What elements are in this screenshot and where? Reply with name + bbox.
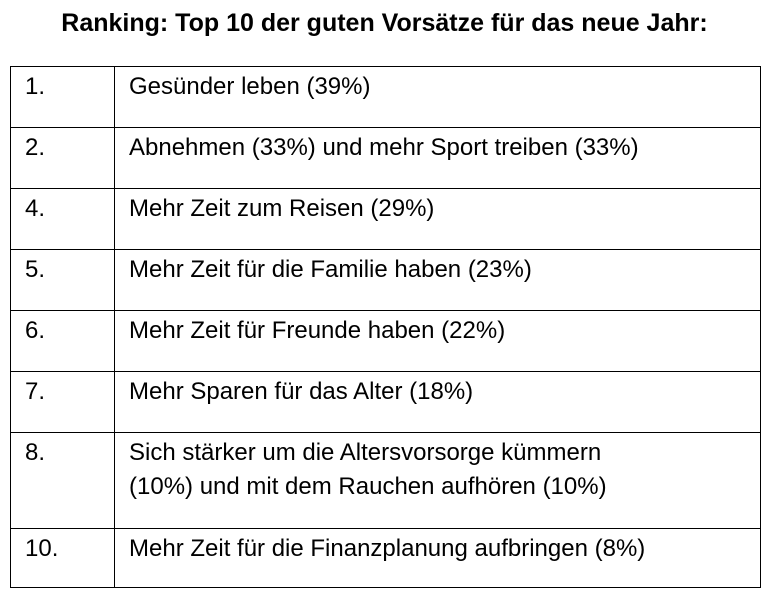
resolution-cell: Abnehmen (33%) und mehr Sport treiben (3…	[114, 127, 761, 189]
rank-cell: 6.	[10, 310, 115, 372]
table-row: 2. Abnehmen (33%) und mehr Sport treiben…	[10, 127, 761, 189]
table-row: 1. Gesünder leben (39%)	[10, 66, 761, 128]
rank-cell: 7.	[10, 371, 115, 433]
rank-cell: 4.	[10, 188, 115, 250]
table-row: 10. Mehr Zeit für die Finanzplanung aufb…	[10, 528, 761, 588]
rank-cell: 5.	[10, 249, 115, 311]
rank-cell: 1.	[10, 66, 115, 128]
table-row: 8. Sich stärker um die Altersvorsorge kü…	[10, 432, 761, 529]
resolution-cell: Mehr Zeit für Freunde haben (22%)	[114, 310, 761, 372]
resolution-cell: Mehr Zeit zum Reisen (29%)	[114, 188, 761, 250]
resolution-cell: Mehr Zeit für die Familie haben (23%)	[114, 249, 761, 311]
rank-cell: 10.	[10, 528, 115, 588]
table-row: 6. Mehr Zeit für Freunde haben (22%)	[10, 310, 761, 372]
resolution-cell: Gesünder leben (39%)	[114, 66, 761, 128]
resolution-line: (10%) und mit dem Rauchen aufhören (10%)	[129, 473, 607, 500]
resolution-cell: Mehr Zeit für die Finanzplanung aufbring…	[114, 528, 761, 588]
resolution-line: Sich stärker um die Altersvorsorge kümme…	[129, 439, 602, 466]
ranking-table: 1. Gesünder leben (39%) 2. Abnehmen (33%…	[10, 66, 761, 588]
resolution-cell: Mehr Sparen für das Alter (18%)	[114, 371, 761, 433]
resolution-cell: Sich stärker um die Altersvorsorge kümme…	[114, 432, 761, 529]
rank-cell: 2.	[10, 127, 115, 189]
rank-cell: 8.	[10, 432, 115, 529]
page-title: Ranking: Top 10 der guten Vorsätze für d…	[61, 9, 708, 37]
table-row: 4. Mehr Zeit zum Reisen (29%)	[10, 188, 761, 250]
table-row: 7. Mehr Sparen für das Alter (18%)	[10, 371, 761, 433]
table-row: 5. Mehr Zeit für die Familie haben (23%)	[10, 249, 761, 311]
